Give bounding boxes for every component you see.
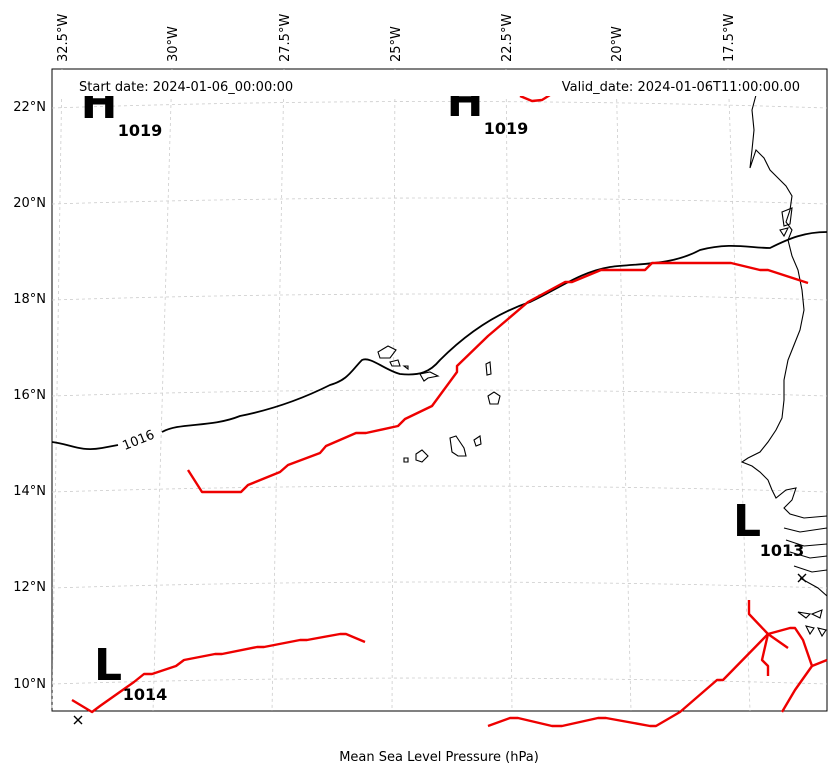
- front-line-branch-a: [747, 600, 789, 649]
- cape-verde-santo-antao: [377, 345, 397, 359]
- low-pressure-letter: L: [733, 496, 761, 547]
- lat-tick-label: 14°N: [13, 484, 46, 499]
- start-date: Start date: 2024-01-06_00:00:00: [79, 80, 293, 95]
- lon-tick-label: 22.5°W: [500, 14, 515, 62]
- cape-verde-santa-luzia: [402, 365, 409, 371]
- lat-tick-label: 16°N: [13, 388, 46, 403]
- center-marks: [73, 573, 807, 725]
- valid-date: Valid_date: 2024-01-06T11:00:00.00: [562, 80, 800, 95]
- lat-tick-label: 12°N: [13, 580, 46, 595]
- guinea-islands: [797, 609, 827, 638]
- cape-verde-boa-vista: [487, 391, 501, 405]
- map-caption: Mean Sea Level Pressure (hPa): [339, 750, 539, 765]
- lon-tick-label: 25°W: [389, 26, 404, 62]
- parallel-22n: [51, 101, 828, 109]
- x-mark: [797, 573, 807, 583]
- meridian-25w: [391, 68, 396, 712]
- cape-verde-fogo: [415, 449, 429, 463]
- high-pressure-value: 1019: [484, 119, 529, 138]
- high-pressure-value: 1019: [118, 121, 163, 140]
- map-frame: [51, 68, 828, 712]
- low-pressure-value: 1014: [123, 685, 168, 704]
- header-band: [53, 70, 826, 96]
- parallel-10n: [51, 677, 828, 685]
- coastlines: [377, 79, 828, 638]
- meridian-20w: [615, 68, 632, 712]
- front-line-branch-b: [760, 633, 770, 676]
- parallel-14n: [51, 485, 828, 493]
- meridian-30w: [152, 68, 173, 712]
- west-africa-coast: [740, 79, 828, 519]
- cape-verde-maio: [473, 435, 482, 447]
- pressure-center-low-east: L 1013: [733, 496, 804, 560]
- pressure-center-low-west: L 1014: [94, 640, 167, 704]
- cape-verde-sal: [485, 361, 492, 376]
- lat-tick-label: 10°N: [13, 677, 46, 692]
- cape-verde-brava: [403, 457, 409, 463]
- lon-tick-label: 32.5°W: [56, 14, 71, 62]
- x-mark: [73, 715, 83, 725]
- lon-tick-label: 20°W: [610, 26, 625, 62]
- low-pressure-letter: L: [94, 640, 122, 691]
- cape-verde-santiago: [449, 435, 467, 457]
- meridian-27-5w: [271, 68, 285, 712]
- graticule: [51, 68, 828, 712]
- isobar-1016: [51, 231, 828, 450]
- parallel-20n: [51, 197, 828, 205]
- front-line-central: [186, 261, 809, 494]
- front-lines: [71, 77, 828, 728]
- parallel-18n: [51, 293, 828, 301]
- latitude-labels: 22°N 20°N 18°N 16°N 14°N 12°N 10°N: [13, 100, 46, 692]
- lat-tick-label: 20°N: [13, 196, 46, 211]
- parallel-16n: [51, 389, 828, 397]
- lon-tick-label: 17.5°W: [722, 14, 737, 62]
- front-line-southeast: [487, 626, 828, 728]
- meridian-17-5w: [727, 68, 751, 712]
- front-line-southwest: [71, 632, 366, 714]
- front-line-north-a: [519, 93, 551, 103]
- lat-tick-label: 18°N: [13, 292, 46, 307]
- meridian-32-5w: [51, 68, 63, 712]
- low-pressure-value: 1013: [760, 541, 805, 560]
- mauritania-island: [779, 207, 793, 238]
- longitude-labels: 32.5°W 30°W 27.5°W 25°W 22.5°W 20°W 17.5…: [56, 14, 737, 62]
- meridian-22-5w: [505, 68, 513, 712]
- senegambia-coast: [783, 527, 828, 597]
- cape-verde-sao-vicente: [389, 359, 401, 367]
- front-line-branch-c: [780, 665, 813, 713]
- lon-tick-label: 30°W: [166, 26, 181, 62]
- cape-verde-sao-nicolau: [419, 371, 440, 382]
- lat-tick-label: 22°N: [13, 100, 46, 115]
- lon-tick-label: 27.5°W: [278, 14, 293, 62]
- parallel-12n: [51, 581, 828, 589]
